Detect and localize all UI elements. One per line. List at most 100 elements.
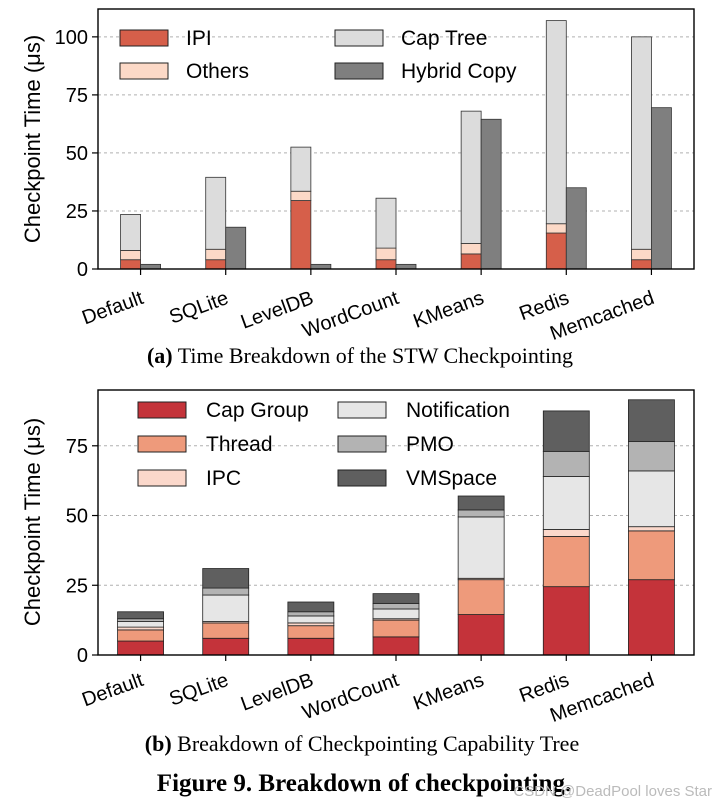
- bar-vmspace-leveldb: [287, 601, 335, 613]
- x-tick-label-default: Default: [79, 669, 146, 711]
- y-tick-label: 25: [66, 201, 88, 223]
- x-tick-label-default: Default: [79, 287, 146, 329]
- bar-ipc-leveldb: [287, 622, 335, 627]
- figure-title: Figure 9. Breakdown of checkpointing.: [157, 770, 571, 797]
- bar-others-default: [120, 250, 141, 261]
- legend-label-cap-tree: Cap Tree: [401, 27, 487, 50]
- legend-label-hybrid-copy: Hybrid Copy: [401, 60, 517, 83]
- legend-swatch-others: [119, 62, 169, 80]
- legend-swatch-notification: [337, 401, 387, 419]
- bar-cap-group-redis: [542, 586, 590, 656]
- chart-a-caption-prefix: (a): [147, 343, 173, 368]
- bar-thread-default: [117, 629, 164, 642]
- chart-a-caption-text: Time Breakdown of the STW Checkpointing: [178, 343, 573, 368]
- legend-label-others: Others: [186, 60, 249, 83]
- legend-swatch-hybrid-copy: [334, 62, 384, 80]
- chart-b-y-axis-label: Checkpoint Time (μs): [20, 418, 45, 626]
- bar-ipi-sqlite: [205, 259, 227, 270]
- bar-cap-tree-memcached: [631, 36, 652, 250]
- x-tick-label-kmeans: KMeans: [410, 287, 486, 333]
- bar-ipi-memcached: [631, 259, 652, 270]
- bar-ipi-wordcount: [375, 259, 397, 270]
- chart-b-y-ticks: 0 25 50 75: [66, 436, 98, 667]
- bar-pmo-kmeans: [457, 509, 505, 518]
- bar-thread-leveldb: [287, 625, 335, 639]
- y-tick-label: 50: [66, 506, 88, 528]
- y-tick-label: 100: [55, 27, 88, 49]
- bar-pmo-sqlite: [202, 587, 250, 596]
- bar-vmspace-wordcount: [372, 593, 420, 604]
- bar-notification-default: [117, 621, 164, 628]
- legend-label-ipi: IPI: [186, 27, 212, 50]
- bar-ipi-default: [120, 259, 141, 270]
- chart-b-grid: [98, 445, 694, 586]
- legend-label-ipc: IPC: [206, 467, 241, 490]
- bar-cap-group-sqlite: [202, 637, 250, 656]
- bar-thread-wordcount: [372, 619, 420, 638]
- bar-vmspace-redis: [542, 410, 590, 452]
- bar-thread-sqlite: [202, 622, 250, 639]
- bar-others-kmeans: [460, 243, 482, 255]
- legend-swatch-ipi: [119, 29, 169, 47]
- x-tick-label-sqlite: SQLite: [166, 287, 231, 329]
- chart-b-legend: Cap Group Notification Thread PMO IPC VMSpace: [137, 399, 510, 490]
- bar-pmo-memcached: [628, 441, 675, 472]
- x-tick-label-kmeans: KMeans: [410, 669, 486, 715]
- watermark: CSDN @DeadPool loves Star: [513, 783, 712, 800]
- legend-swatch-cap-group: [137, 401, 187, 419]
- legend-swatch-vmspace: [337, 469, 387, 487]
- bar-notification-sqlite: [202, 594, 250, 622]
- legend-swatch-pmo: [337, 435, 387, 453]
- bar-ipi-leveldb: [290, 200, 312, 270]
- bar-thread-memcached: [628, 530, 675, 581]
- bar-cap-tree-sqlite: [205, 176, 227, 250]
- bar-hybrid-copy-memcached: [651, 107, 672, 270]
- y-tick-label: 50: [66, 143, 88, 165]
- bar-cap-group-wordcount: [372, 636, 420, 656]
- bar-pmo-default: [117, 618, 164, 622]
- bar-cap-group-leveldb: [287, 637, 335, 656]
- bar-notification-memcached: [628, 470, 675, 528]
- bar-cap-group-default: [117, 640, 164, 656]
- chart-b-caption-prefix: (b): [145, 731, 172, 756]
- bar-vmspace-kmeans: [457, 495, 505, 511]
- chart-a-y-ticks: 0 25 50 75 100: [55, 27, 98, 281]
- bar-ipc-default: [117, 626, 164, 631]
- bar-others-redis: [545, 223, 567, 234]
- bar-others-wordcount: [375, 247, 397, 261]
- bar-ipi-redis: [545, 232, 567, 270]
- bar-others-memcached: [631, 248, 652, 261]
- bar-ipi-kmeans: [460, 253, 482, 270]
- legend-swatch-thread: [137, 435, 187, 453]
- bar-notification-kmeans: [457, 516, 505, 579]
- chart-a-legend: IPI Cap Tree Others Hybrid Copy: [119, 27, 517, 83]
- chart-b-bars: [117, 399, 675, 656]
- bar-pmo-leveldb: [287, 611, 335, 617]
- bar-hybrid-copy-kmeans: [480, 118, 502, 270]
- legend-swatch-cap-tree: [334, 29, 384, 47]
- chart-b-caption: (b) Breakdown of Checkpointing Capabilit…: [145, 731, 579, 756]
- legend-label-cap-group: Cap Group: [206, 399, 309, 422]
- bar-notification-wordcount: [372, 608, 420, 620]
- chart-a-y-axis-label: Checkpoint Time (μs): [20, 35, 45, 243]
- bar-pmo-redis: [542, 450, 590, 477]
- y-tick-label: 0: [77, 259, 88, 281]
- chart-a-caption: (a) Time Breakdown of the STW Checkpoint…: [147, 343, 573, 368]
- legend-swatch-ipc: [137, 469, 187, 487]
- y-tick-label: 25: [66, 575, 88, 597]
- bar-others-leveldb: [290, 190, 312, 201]
- bar-cap-tree-redis: [545, 20, 567, 225]
- bar-cap-tree-kmeans: [460, 110, 482, 244]
- bar-notification-leveldb: [287, 615, 335, 624]
- y-tick-label: 0: [77, 645, 88, 667]
- bar-cap-tree-leveldb: [290, 146, 312, 192]
- y-tick-label: 75: [66, 85, 88, 107]
- bar-ipc-memcached: [628, 526, 675, 532]
- bar-vmspace-default: [117, 611, 164, 620]
- bar-hybrid-copy-sqlite: [225, 226, 247, 270]
- bar-thread-redis: [542, 536, 590, 588]
